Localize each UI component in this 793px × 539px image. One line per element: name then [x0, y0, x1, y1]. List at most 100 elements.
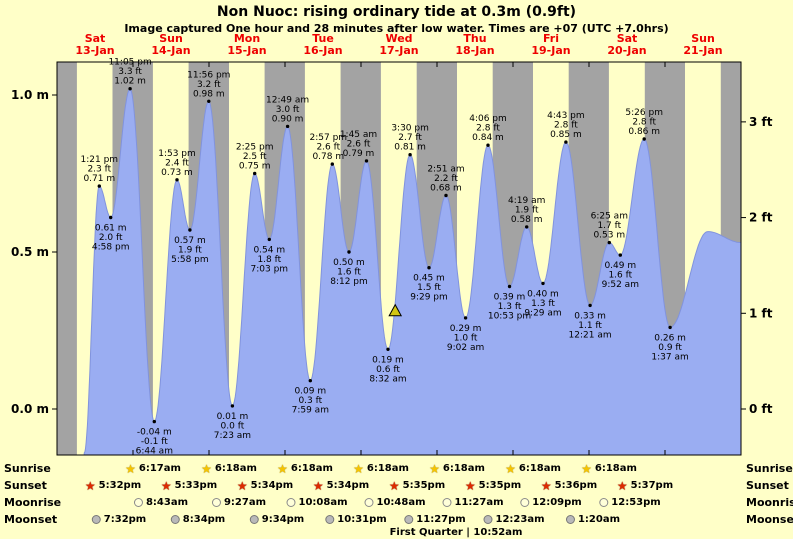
high-tide-dot [330, 162, 334, 166]
tide-extreme-label: 1.3 ft [498, 302, 522, 312]
tide-extreme-label: 1:45 am [340, 130, 377, 140]
high-tide-dot [486, 143, 490, 147]
tide-extreme-label: 8:32 am [369, 374, 406, 384]
high-tide-dot [285, 124, 290, 129]
right-axis-tick-label: 0 ft [749, 402, 773, 416]
high-tide-dot [97, 184, 102, 188]
tide-extreme-label: 1.0 ft [454, 333, 478, 343]
tide-extreme-label: 3:30 pm [391, 124, 429, 134]
tide-extreme-label: 0.68 m [430, 184, 462, 194]
tide-extreme-label: 2.6 ft [347, 139, 371, 149]
tide-extreme-label: 1.6 ft [337, 268, 361, 278]
low-tide-dot [347, 250, 351, 254]
tide-extreme-label: 0.78 m [312, 152, 344, 162]
tide-extreme-label: 1.5 ft [417, 283, 441, 293]
high-tide-dot [128, 87, 132, 91]
tide-extreme-label: 2:51 am [427, 165, 464, 175]
tide-extreme-label: 0.49 m [604, 261, 636, 271]
tide-extreme-label: 0.90 m [272, 114, 304, 124]
low-tide-dot [427, 266, 431, 270]
day-header-date: 17-Jan [379, 44, 418, 57]
tide-extreme-label: 0.0 ft [221, 421, 245, 431]
day-header-date: 19-Jan [531, 44, 570, 57]
tide-extreme-label: 2.8 ft [554, 121, 578, 131]
tide-extreme-label: 0.19 m [372, 355, 404, 365]
day-header-dow: Mon [234, 32, 260, 45]
tide-extreme-label: 1.1 ft [578, 321, 602, 331]
plot-border [56, 61, 742, 456]
day-header-date: 16-Jan [303, 44, 342, 57]
tide-extreme-label: 11:05 pm [108, 58, 151, 68]
tide-extreme-label: 9:29 pm [410, 293, 448, 303]
tide-extreme-label: 0.40 m [527, 289, 559, 299]
tide-extreme-label: 0.57 m [174, 236, 206, 246]
low-tide-dot [588, 303, 592, 308]
low-tide-dot [541, 281, 545, 286]
tide-extreme-label: 6:25 am [591, 212, 628, 222]
tide-extreme-label: -0.04 m [137, 428, 172, 438]
low-tide-dot [308, 379, 312, 383]
tide-extreme-label: 0.09 m [294, 387, 326, 397]
right-axis-tick-label: 1 ft [749, 306, 773, 320]
tide-extreme-label: 2.7 ft [398, 133, 422, 143]
tide-extreme-label: 0.3 ft [298, 396, 322, 406]
tide-extreme-label: 7:03 pm [251, 264, 289, 274]
high-tide-dot [444, 193, 448, 198]
tide-extreme-label: 3.3 ft [118, 67, 142, 77]
day-header-date: 15-Jan [227, 44, 266, 57]
left-axis-tick-label: 1.0 m [11, 88, 49, 102]
tide-extreme-label: 1:37 am [651, 352, 688, 362]
tide-extreme-label: 1.02 m [114, 77, 146, 87]
tide-extreme-label: 4:06 pm [469, 114, 507, 124]
high-tide-dot [525, 225, 529, 229]
tide-extreme-label: 0.45 m [413, 274, 445, 284]
tide-extreme-label: 2.4 ft [165, 158, 189, 168]
chart-title: Non Nuoc: rising ordinary tide at 0.3m (… [216, 4, 577, 20]
day-header-dow: Sat [617, 32, 638, 45]
high-tide-dot [175, 178, 179, 182]
day-header-date: 18-Jan [455, 44, 494, 57]
tide-extreme-label: 2.2 ft [434, 174, 458, 184]
tide-extreme-label: 1.9 ft [178, 246, 202, 256]
day-header-dow: Tue [312, 32, 334, 45]
tide-extreme-label: 2.3 ft [87, 165, 111, 175]
tide-extreme-label: 0.81 m [394, 143, 426, 153]
tide-extreme-label: 0.75 m [239, 162, 271, 172]
day-header-date: 20-Jan [607, 44, 646, 57]
low-tide-dot [109, 215, 113, 220]
tide-extreme-label: 6:44 am [136, 447, 173, 457]
tide-extreme-label: 10:53 pm [488, 312, 531, 322]
low-tide-dot [267, 237, 271, 242]
tide-extreme-label: 0.79 m [343, 149, 375, 159]
high-tide-dot [642, 137, 646, 141]
tide-extreme-label: 4:58 pm [92, 243, 130, 253]
tide-extreme-label: 2:57 pm [310, 133, 348, 143]
low-tide-dot [618, 253, 622, 257]
tide-extreme-label: 3.2 ft [197, 80, 221, 90]
tide-extreme-label: 2.0 ft [99, 233, 123, 243]
low-tide-dot [463, 316, 468, 320]
high-tide-dot [253, 171, 257, 176]
tide-extreme-label: 1.7 ft [597, 221, 621, 231]
chart-subtitle: Image captured One hour and 28 minutes a… [124, 22, 669, 35]
low-tide-dot [188, 228, 192, 232]
tide-extreme-label: 9:29 am [524, 308, 561, 318]
tide-extreme-label: 0.33 m [574, 311, 606, 321]
day-header-dow: Fri [543, 32, 559, 45]
tide-extreme-label: 5:58 pm [171, 255, 209, 265]
tide-extreme-label: 0.61 m [95, 224, 127, 234]
tide-extreme-label: 0.85 m [550, 130, 582, 140]
day-header-dow: Sat [85, 32, 106, 45]
low-tide-dot [152, 419, 156, 424]
tide-extreme-label: 1.9 ft [515, 205, 539, 215]
tide-extreme-label: 8:12 pm [330, 277, 368, 287]
high-tide-dot [408, 153, 412, 157]
left-axis-tick-label: 0.5 m [11, 245, 49, 259]
high-tide-dot [607, 240, 611, 245]
high-tide-dot [364, 159, 369, 163]
tide-extreme-label: 0.71 m [83, 174, 115, 184]
tide-extreme-label: 2.5 ft [243, 152, 267, 162]
tide-extreme-label: 3.0 ft [276, 105, 300, 115]
tide-extreme-label: 12:21 am [569, 330, 612, 340]
tide-extreme-label: 1.6 ft [608, 271, 632, 281]
